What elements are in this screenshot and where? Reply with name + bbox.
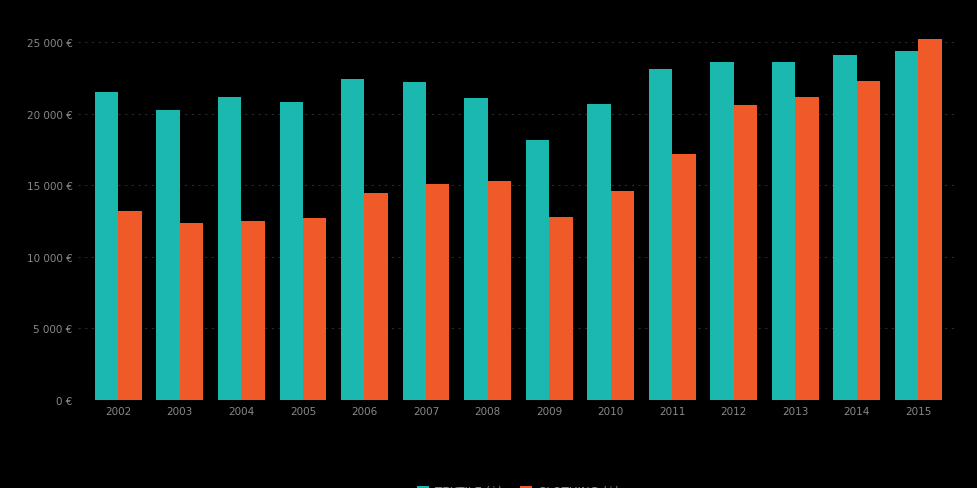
Bar — [548, 217, 572, 400]
Bar — [586, 104, 610, 400]
Bar — [279, 103, 303, 400]
Bar — [464, 99, 488, 400]
Bar — [832, 56, 856, 400]
Bar — [671, 155, 695, 400]
Bar — [856, 82, 879, 400]
Bar — [488, 182, 510, 400]
Bar — [894, 52, 917, 400]
Bar — [771, 63, 794, 400]
Bar — [180, 223, 203, 400]
Bar — [794, 98, 818, 400]
Legend: TEXTILE ($), CLOTHING ($): TEXTILE ($), CLOTHING ($) — [412, 480, 623, 488]
Bar — [733, 106, 756, 400]
Bar — [648, 70, 671, 400]
Bar — [917, 41, 941, 400]
Bar — [709, 63, 733, 400]
Bar — [341, 81, 364, 400]
Bar — [610, 192, 633, 400]
Bar — [95, 93, 118, 400]
Bar — [526, 140, 548, 400]
Bar — [303, 219, 326, 400]
Bar — [426, 184, 449, 400]
Bar — [403, 83, 426, 400]
Bar — [364, 193, 388, 400]
Bar — [156, 110, 180, 400]
Bar — [218, 98, 241, 400]
Bar — [241, 222, 265, 400]
Bar — [118, 212, 142, 400]
